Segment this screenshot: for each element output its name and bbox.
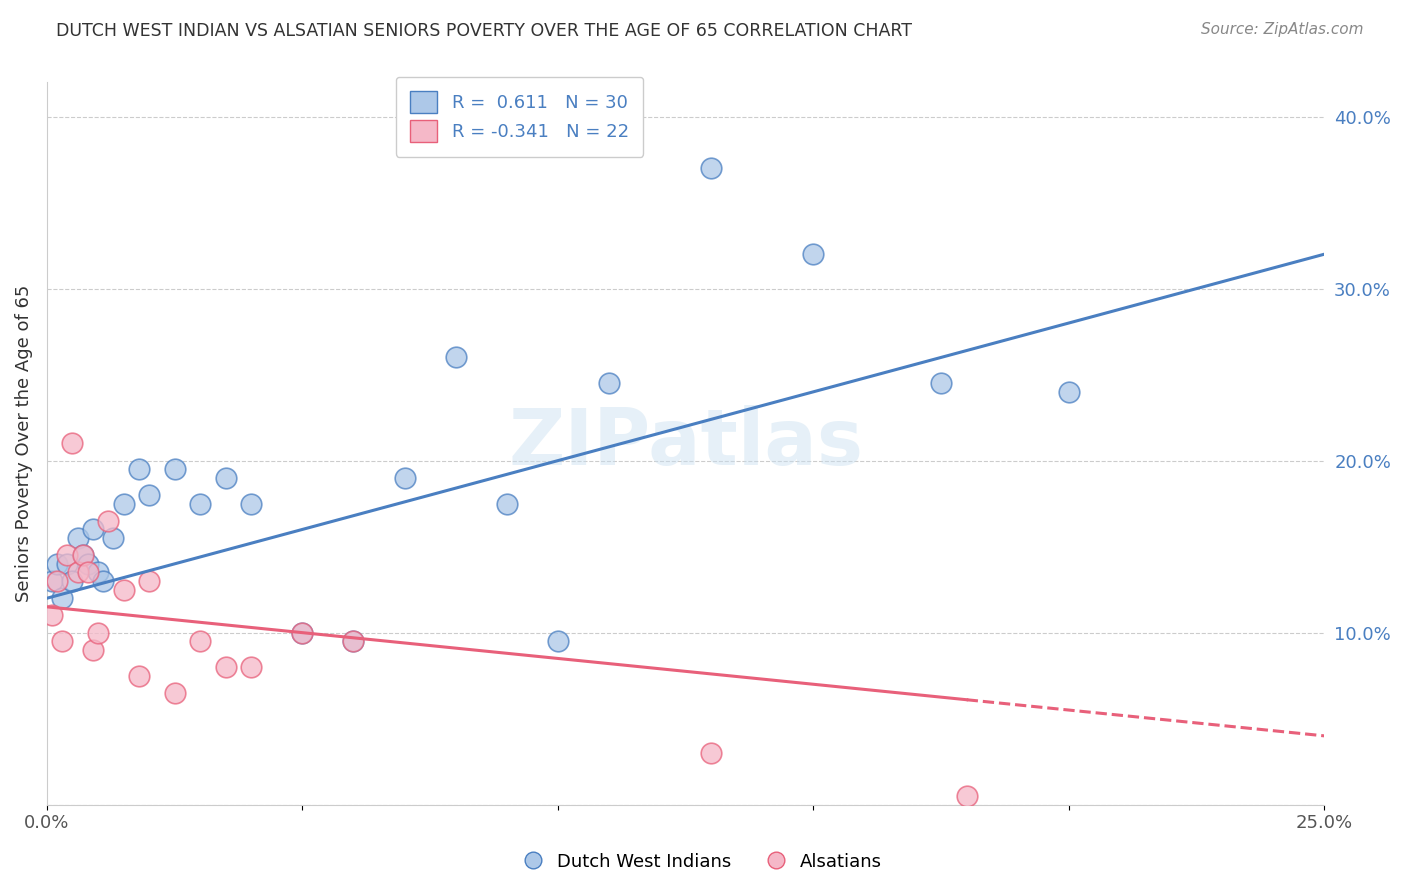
Point (1057, 384, 1080, 399)
Point (188, 634, 211, 648)
Point (188, 497, 211, 511)
Point (956, 789, 979, 803)
Point (240, 497, 263, 511)
Point (163, 686, 186, 700)
Point (163, 462, 186, 476)
Point (56, 557, 79, 571)
Point (103, 531, 125, 545)
Point (444, 351, 467, 365)
Point (46, 574, 69, 588)
Point (91, 574, 114, 588)
Point (215, 660, 238, 674)
Point (56, 548, 79, 562)
Point (342, 634, 364, 648)
Point (112, 497, 135, 511)
Point (215, 471, 238, 485)
Text: ZIPatlas: ZIPatlas (508, 405, 863, 482)
Legend: Dutch West Indians, Alsatians: Dutch West Indians, Alsatians (517, 846, 889, 879)
Point (72, 548, 94, 562)
Point (138, 574, 160, 588)
Point (291, 625, 314, 640)
Point (128, 462, 150, 476)
Point (87, 625, 110, 640)
Point (803, 247, 825, 261)
Point (51, 591, 73, 606)
Point (46, 557, 69, 571)
Point (82, 643, 104, 657)
Point (291, 625, 314, 640)
Point (138, 488, 160, 502)
Point (97, 514, 120, 528)
Point (62, 574, 84, 588)
Point (598, 376, 620, 391)
Point (112, 582, 135, 597)
Y-axis label: Seniors Poverty Over the Age of 65: Seniors Poverty Over the Age of 65 (15, 285, 32, 602)
Point (700, 161, 723, 176)
Point (51, 634, 73, 648)
Point (41, 574, 63, 588)
Point (929, 376, 952, 391)
Point (495, 497, 517, 511)
Point (66, 531, 89, 545)
Point (342, 634, 364, 648)
Point (82, 523, 104, 537)
Point (394, 471, 416, 485)
Point (128, 668, 150, 682)
Point (240, 660, 263, 674)
Point (76, 557, 98, 571)
Point (62, 436, 84, 450)
Text: DUTCH WEST INDIAN VS ALSATIAN SENIORS POVERTY OVER THE AGE OF 65 CORRELATION CHA: DUTCH WEST INDIAN VS ALSATIAN SENIORS PO… (56, 22, 912, 40)
Point (41, 608, 63, 623)
Legend: R =  0.611   N = 30, R = -0.341   N = 22: R = 0.611 N = 30, R = -0.341 N = 22 (396, 77, 644, 157)
Point (87, 566, 110, 580)
Point (76, 566, 98, 580)
Point (72, 548, 94, 562)
Point (66, 566, 89, 580)
Point (547, 634, 569, 648)
Point (700, 746, 723, 760)
Text: Source: ZipAtlas.com: Source: ZipAtlas.com (1201, 22, 1364, 37)
